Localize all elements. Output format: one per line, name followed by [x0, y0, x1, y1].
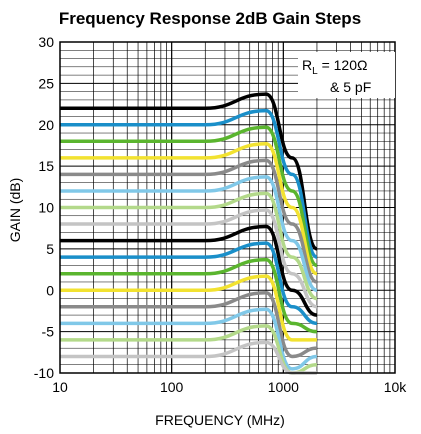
chart-title: Frequency Response 2dB Gain Steps: [59, 9, 361, 28]
y-axis-label: GAIN (dB): [7, 178, 23, 243]
x-axis-label: FREQUENCY (MHz): [155, 412, 285, 428]
series-line-5: [59, 175, 318, 292]
series-line-3: [59, 142, 318, 276]
plot-frame: [59, 41, 396, 374]
y-tick-label: 30: [38, 34, 54, 50]
x-tick-label: 10k: [384, 379, 408, 395]
y-tick-label: 10: [38, 200, 54, 216]
x-tick-label: 10: [52, 379, 68, 395]
series-line-4: [59, 158, 318, 284]
annotation-box: [298, 52, 395, 98]
series-line-10: [60, 257, 318, 334]
y-tick-label: -5: [42, 324, 55, 340]
x-tick-label: 1000: [268, 379, 299, 395]
y-tick-label: 0: [46, 282, 54, 298]
series-line-1: [60, 108, 318, 259]
y-tick-labels: 30 25 20 15 10 5 0 -5 -10: [34, 34, 54, 381]
x-tick-labels: 10 100 1000 10k: [52, 379, 407, 395]
annotation-line2: & 5 pF: [330, 79, 371, 95]
y-tick-label: 15: [38, 158, 54, 174]
series-line-11: [60, 274, 317, 342]
series-line-6: [60, 191, 318, 301]
series-line-2: [60, 125, 318, 268]
series-line-9: [59, 241, 318, 326]
annotation-line1: RL = 120Ω: [302, 57, 367, 77]
series-line-13: [59, 307, 318, 371]
series-line-8: [60, 224, 318, 317]
y-tick-label: 25: [38, 75, 54, 91]
x-tick-label: 100: [160, 379, 184, 395]
y-tick-label: 20: [38, 117, 54, 133]
y-tick-label: -10: [34, 365, 54, 381]
series-line-12: [60, 290, 318, 359]
y-tick-label: 5: [46, 241, 54, 257]
series-line-0: [60, 92, 318, 251]
series-line-7: [59, 208, 318, 309]
